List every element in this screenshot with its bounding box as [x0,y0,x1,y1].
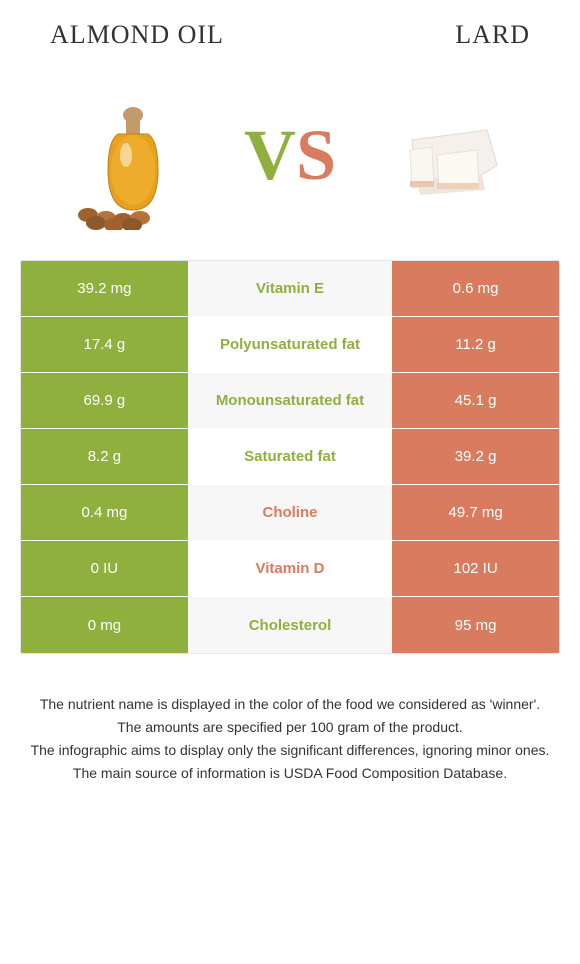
footer-line-2: The amounts are specified per 100 gram o… [30,717,550,738]
almond-oil-image [48,80,208,230]
nutrient-row: 0 IUVitamin D102 IU [21,541,559,597]
nutrient-label: Polyunsaturated fat [188,317,392,372]
footer-notes: The nutrient name is displayed in the co… [0,654,580,806]
value-left: 0 mg [21,597,188,653]
value-right: 45.1 g [392,373,559,428]
value-left: 39.2 mg [21,261,188,316]
nutrient-row: 69.9 gMonounsaturated fat45.1 g [21,373,559,429]
value-right: 39.2 g [392,429,559,484]
value-left: 69.9 g [21,373,188,428]
nutrient-label: Saturated fat [188,429,392,484]
title-right: Lard [455,20,530,50]
value-left: 0 IU [21,541,188,596]
footer-line-4: The main source of information is USDA F… [30,763,550,784]
value-right: 0.6 mg [392,261,559,316]
nutrient-label: Cholesterol [188,597,392,653]
value-left: 8.2 g [21,429,188,484]
value-right: 95 mg [392,597,559,653]
vs-label: VS [244,114,336,197]
nutrient-label: Vitamin E [188,261,392,316]
nutrient-row: 0.4 mgCholine49.7 mg [21,485,559,541]
nutrient-row: 17.4 gPolyunsaturated fat11.2 g [21,317,559,373]
value-right: 49.7 mg [392,485,559,540]
vs-s: S [296,115,336,195]
footer-line-3: The infographic aims to display only the… [30,740,550,761]
nutrient-label: Monounsaturated fat [188,373,392,428]
nutrient-row: 8.2 gSaturated fat39.2 g [21,429,559,485]
footer-line-1: The nutrient name is displayed in the co… [30,694,550,715]
value-left: 0.4 mg [21,485,188,540]
nutrient-table: 39.2 mgVitamin E0.6 mg17.4 gPolyunsatura… [20,260,560,654]
vs-v: V [244,115,296,195]
value-right: 102 IU [392,541,559,596]
value-right: 11.2 g [392,317,559,372]
title-left: Almond oil [50,20,224,50]
hero-row: VS [0,60,580,260]
nutrient-row: 0 mgCholesterol95 mg [21,597,559,653]
nutrient-row: 39.2 mgVitamin E0.6 mg [21,261,559,317]
value-left: 17.4 g [21,317,188,372]
header: Almond oil Lard [0,0,580,60]
nutrient-label: Choline [188,485,392,540]
nutrient-label: Vitamin D [188,541,392,596]
lard-image [372,80,532,230]
